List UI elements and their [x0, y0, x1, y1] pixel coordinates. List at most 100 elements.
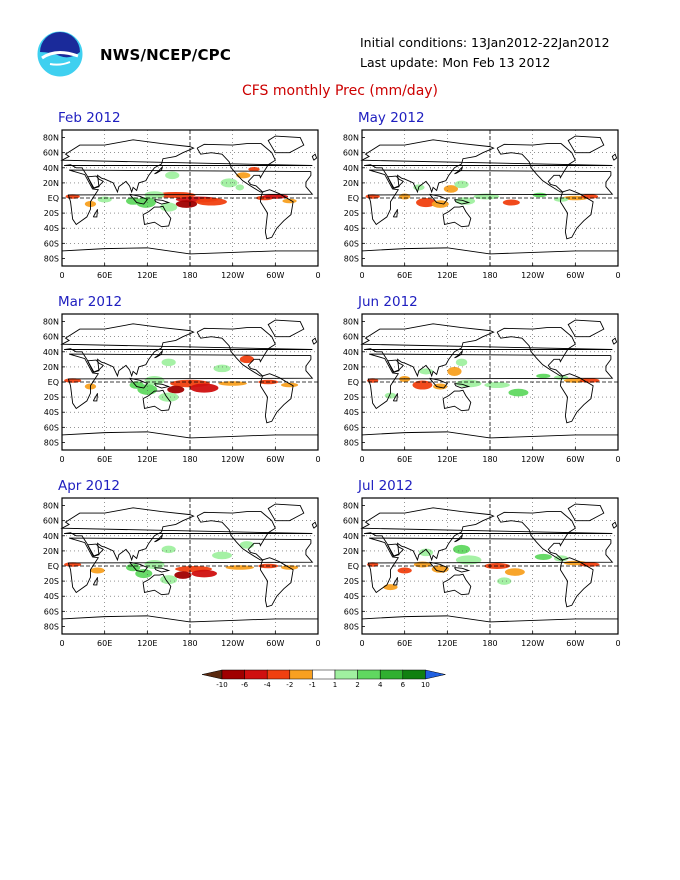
colorbar-label: -6: [241, 681, 249, 689]
coastline: [129, 377, 149, 389]
precip-anomaly: [175, 200, 198, 208]
lat-tick-label: 80S: [44, 438, 59, 447]
coastline: [154, 567, 171, 573]
lon-tick-label: 180: [182, 639, 197, 648]
coastline: [67, 169, 314, 226]
lat-tick-label: 40N: [43, 348, 59, 357]
lon-tick-label: 120W: [221, 639, 244, 648]
coastline: [196, 327, 276, 377]
precip-anomaly: [236, 172, 251, 179]
precip-anomaly: [191, 569, 218, 578]
precip-anomaly: [383, 584, 398, 591]
lat-tick-label: 60S: [344, 423, 359, 432]
lon-tick-label: 120W: [221, 455, 244, 464]
coastline: [392, 577, 399, 586]
lat-tick-label: 60N: [343, 149, 359, 158]
coastline: [267, 135, 305, 154]
noaa-logo-icon: [36, 30, 84, 78]
coastline: [429, 561, 449, 573]
precip-anomaly: [212, 551, 232, 560]
lat-tick-label: 20N: [43, 179, 59, 188]
lat-tick-label: 20S: [344, 209, 359, 218]
lon-tick-label: 120W: [521, 455, 544, 464]
colorbar-swatch: [334, 669, 358, 680]
precip-anomaly: [453, 544, 471, 554]
precip-anomaly: [447, 366, 462, 376]
lon-tick-label: 180: [482, 639, 497, 648]
page-title: CFS monthly Prec (mm/day): [241, 83, 439, 99]
lat-tick-label: 60S: [44, 423, 59, 432]
lon-tick-label: 0: [359, 455, 364, 464]
coastline: [367, 353, 614, 410]
anomaly-layer: [65, 167, 297, 212]
coastline: [142, 205, 172, 228]
precip-anomaly: [534, 553, 552, 560]
precip-anomaly: [165, 171, 180, 180]
coastline: [311, 337, 318, 345]
coastline: [154, 199, 171, 205]
lon-tick-label: 0: [59, 271, 64, 280]
panel-title: Jun 2012: [358, 294, 418, 310]
colorbar-legend: -10 -6 -4 -2 -1 1 2 4 6 10: [201, 669, 446, 689]
lon-tick-label: 180: [482, 455, 497, 464]
coastline: [61, 615, 318, 623]
colorbar-swatch: [266, 669, 291, 680]
map-panel-5: Apr 2012 80N 60N 40N 20N EQ 20S 40S 60S 80S 0 60E 1…: [43, 478, 358, 648]
lon-tick-label: 120E: [437, 639, 457, 648]
lat-tick-label: 80N: [43, 134, 59, 143]
precip-anomaly: [158, 392, 179, 402]
lon-tick-label: 60W: [566, 639, 584, 648]
lon-tick-label: 0: [59, 455, 64, 464]
lat-tick-label: 20S: [344, 393, 359, 402]
lon-tick-label: 120E: [437, 271, 457, 280]
coastline: [129, 561, 149, 573]
coastline: [454, 165, 464, 175]
last-update: Last update: Mon Feb 13 2012: [360, 55, 551, 70]
lon-tick-label: 60W: [266, 455, 284, 464]
coastline: [387, 175, 404, 189]
precip-anomaly: [504, 568, 525, 576]
coastline: [154, 165, 164, 175]
lon-tick-label: 60E: [97, 639, 112, 648]
agency-name: NWS/NCEP/CPC: [100, 46, 232, 64]
colorbar-swatch: [357, 669, 381, 680]
lat-tick-label: 20N: [343, 179, 359, 188]
coastline: [567, 319, 605, 338]
lon-tick-label: 0: [615, 639, 620, 648]
coastline: [267, 503, 305, 522]
lat-tick-label: 20S: [44, 393, 59, 402]
lat-tick-label: 80S: [44, 254, 59, 263]
coastline: [196, 511, 276, 561]
coastline: [87, 543, 104, 557]
precip-anomaly: [532, 192, 547, 198]
lon-tick-label: 0: [359, 639, 364, 648]
coastline: [567, 135, 605, 154]
coastline: [311, 521, 318, 529]
coastline: [196, 143, 276, 193]
lat-tick-label: 60S: [344, 607, 359, 616]
lat-tick-label: EQ: [48, 194, 59, 203]
lon-tick-label: 120W: [521, 271, 544, 280]
coastline: [92, 393, 99, 402]
precip-anomaly: [161, 545, 176, 554]
panel-title: Mar 2012: [58, 294, 123, 310]
colorbar-swatch: [402, 669, 426, 680]
coastline: [611, 337, 618, 345]
coastline: [496, 511, 576, 561]
coastline: [267, 319, 305, 338]
lat-tick-label: 20S: [44, 577, 59, 586]
lat-tick-label: 40N: [343, 348, 359, 357]
coastline: [259, 557, 294, 608]
colorbar-label: -2: [286, 681, 293, 689]
lat-tick-label: EQ: [348, 194, 359, 203]
precip-anomaly: [144, 559, 165, 570]
lon-tick-label: 0: [315, 455, 320, 464]
lon-tick-label: 180: [182, 271, 197, 280]
panel-title: Apr 2012: [58, 478, 121, 494]
coastline: [367, 169, 614, 226]
lat-tick-label: 60N: [43, 333, 59, 342]
